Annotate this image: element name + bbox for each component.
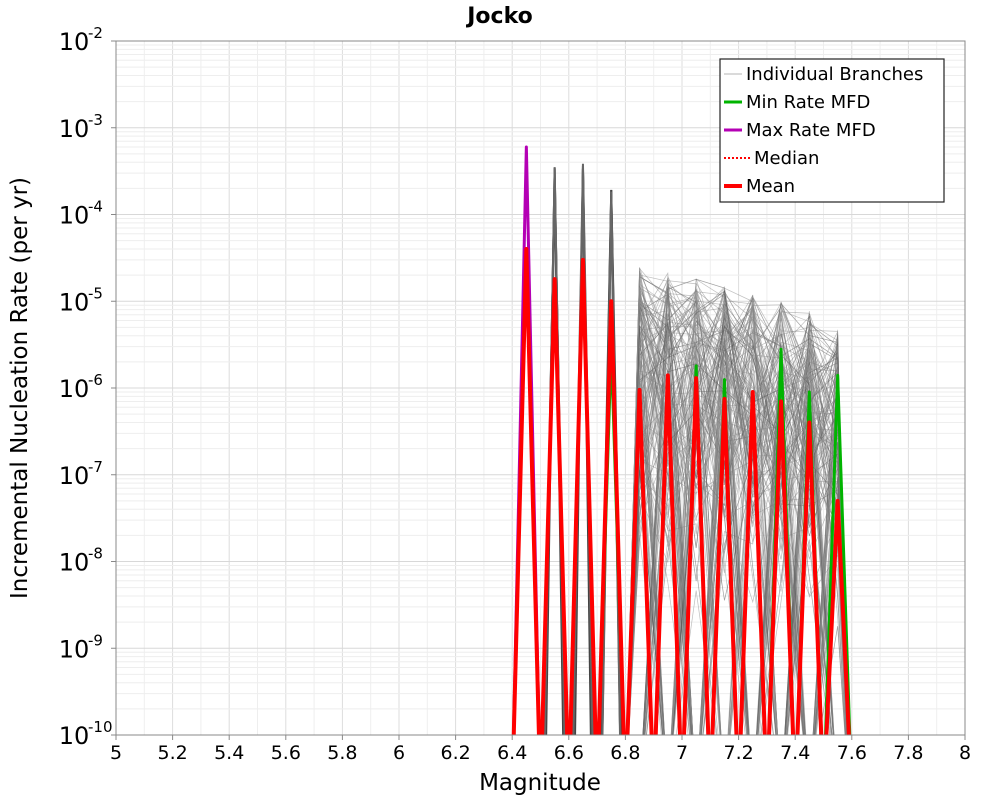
y-tick-exponent: -9 [88, 631, 103, 649]
branch-line [627, 305, 848, 735]
series-lines [511, 145, 852, 735]
y-tick-exponent: -5 [88, 284, 103, 302]
y-tick-exponent: -10 [88, 718, 113, 736]
y-tick-label: 10 [59, 635, 90, 663]
y-tick-label: 10 [59, 549, 90, 577]
branch-line [672, 316, 846, 735]
y-tick-label: 10 [59, 722, 90, 750]
x-tick-label: 8 [959, 742, 971, 764]
x-tick-label: 5 [110, 742, 122, 764]
y-tick-label: 10 [59, 202, 90, 230]
branch-line [627, 286, 848, 735]
x-tick-label: 6.6 [554, 742, 584, 764]
y-tick-label: 10 [59, 462, 90, 490]
branch-line [627, 322, 848, 735]
branch-line [628, 313, 848, 735]
legend-box [719, 58, 945, 203]
branch-line [626, 310, 806, 735]
y-tick-exponent: -3 [88, 111, 103, 129]
y-tick-exponent: -8 [88, 545, 103, 563]
branch-line [627, 302, 848, 735]
y-tick-exponent: -4 [88, 198, 103, 216]
branch-line [627, 324, 847, 735]
x-tick-label: 5.8 [327, 742, 357, 764]
legend-label: Max Rate MFD [746, 120, 876, 141]
x-tick-label: 6 [393, 742, 405, 764]
x-tick-label: 7.4 [780, 742, 810, 764]
x-tick-label: 5.6 [271, 742, 301, 764]
x-tick-label: 7.2 [723, 742, 753, 764]
branch-line [644, 382, 848, 735]
branch-line [626, 287, 848, 735]
branch-line [628, 322, 848, 735]
branch-line [626, 343, 847, 735]
legend-label: Min Rate MFD [746, 92, 870, 113]
branch-line [626, 313, 848, 735]
y-tick-exponent: -6 [88, 371, 103, 389]
branch-line [626, 335, 847, 735]
x-tick-label: 7 [676, 742, 688, 764]
branch-line [626, 287, 832, 735]
branch-line [672, 318, 848, 735]
x-axis-ticks: 5 5.2 5.4 5.6 5.8 6 6.2 6.4 6.6 6.8 7 7.2 7.4 7.6 7.8 8 [110, 735, 971, 764]
branch-line [626, 309, 848, 735]
x-tick-label: 5.2 [157, 742, 187, 764]
y-tick-exponent: -2 [88, 24, 103, 42]
branch-line [626, 305, 848, 735]
y-tick-label: 10 [59, 115, 90, 143]
x-tick-label: 6.8 [610, 742, 640, 764]
branch-line [626, 300, 832, 735]
x-tick-label: 6.4 [497, 742, 527, 764]
branch-line [626, 295, 848, 735]
branch-line [627, 288, 835, 735]
y-tick-exponent: -7 [88, 458, 103, 476]
branch-line [627, 303, 848, 735]
branch-line [626, 289, 848, 735]
x-tick-label: 7.8 [893, 742, 923, 764]
y-axis-label: Incremental Nucleation Rate (per yr) [7, 177, 33, 599]
x-tick-label: 5.4 [214, 742, 244, 764]
legend-label: Individual Branches [746, 64, 923, 85]
branch-line [628, 304, 834, 735]
y-tick-label: 10 [59, 375, 90, 403]
branch-line [642, 313, 848, 735]
chart-title: Jocko [465, 4, 533, 29]
branch-line [626, 314, 833, 735]
legend: Individual Branches Min Rate MFD Max Rate … [719, 58, 945, 203]
branch-line [626, 327, 848, 735]
branch-line [627, 329, 847, 735]
x-tick-label: 6.2 [440, 742, 470, 764]
y-tick-label: 10 [59, 288, 90, 316]
x-tick-label: 7.6 [837, 742, 867, 764]
y-tick-label: 10 [59, 28, 90, 56]
x-axis-label: Magnitude [479, 770, 601, 796]
branch-line [626, 267, 848, 735]
legend-label: Median [754, 148, 819, 169]
branch-line [626, 270, 848, 735]
legend-label: Mean [746, 176, 795, 197]
